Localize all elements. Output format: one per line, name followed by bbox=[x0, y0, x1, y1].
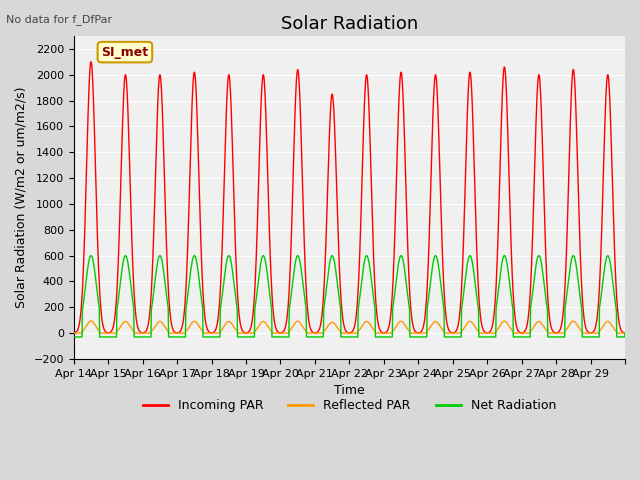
Title: Solar Radiation: Solar Radiation bbox=[281, 15, 418, 33]
Text: No data for f_DfPar: No data for f_DfPar bbox=[6, 14, 113, 25]
Legend: Incoming PAR, Reflected PAR, Net Radiation: Incoming PAR, Reflected PAR, Net Radiati… bbox=[138, 394, 561, 417]
X-axis label: Time: Time bbox=[334, 384, 365, 397]
Text: SI_met: SI_met bbox=[101, 46, 148, 59]
Y-axis label: Solar Radiation (W/m2 or um/m2/s): Solar Radiation (W/m2 or um/m2/s) bbox=[15, 87, 28, 308]
